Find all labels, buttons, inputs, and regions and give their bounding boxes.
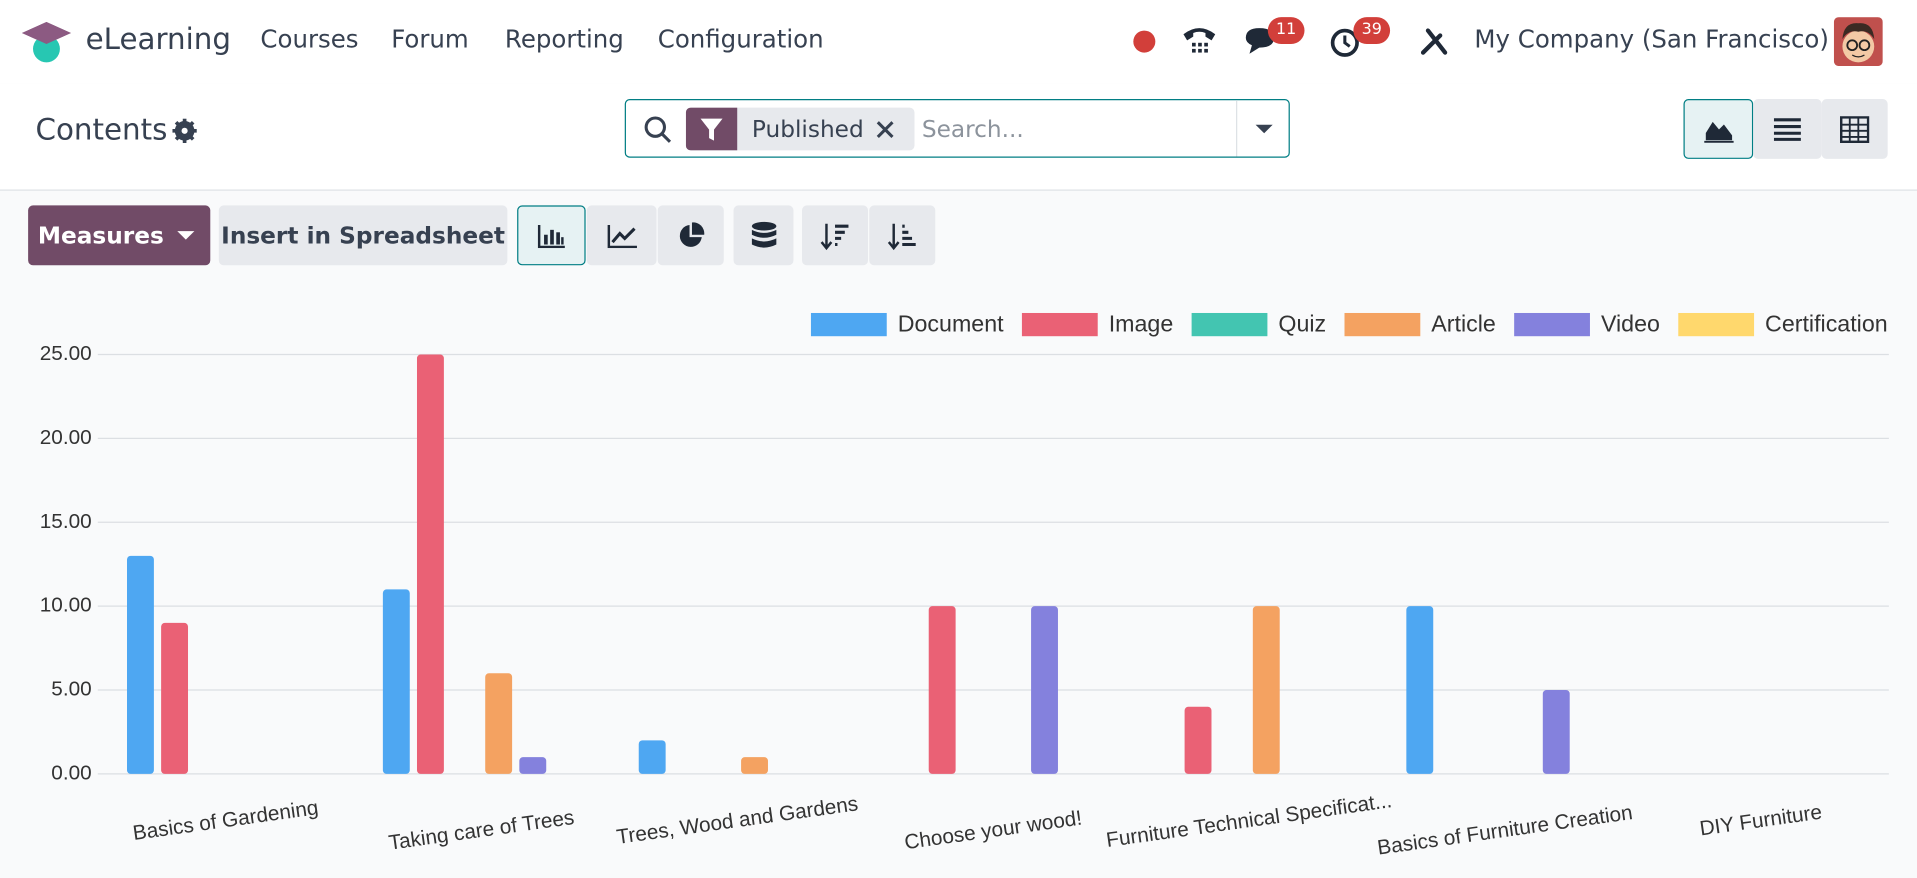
insert-spreadsheet-button[interactable]: Insert in Spreadsheet — [218, 205, 508, 266]
legend-item: Video — [1514, 310, 1660, 336]
navbar: eLearning Courses Forum Reporting Config… — [0, 0, 1917, 84]
bar — [416, 354, 444, 774]
breadcrumb: Contents — [35, 112, 168, 147]
legend-label: Video — [1601, 310, 1660, 336]
menu-item[interactable]: Configuration — [657, 24, 824, 54]
bar — [127, 555, 154, 774]
facet-remove[interactable] — [875, 120, 895, 140]
app-name[interactable]: eLearning — [85, 22, 232, 57]
chat-icon[interactable] — [1242, 26, 1279, 58]
message-badge: 11 — [1267, 17, 1305, 45]
legend-item: Quiz — [1191, 310, 1326, 337]
control-panel: Contents Published Search... — [0, 83, 1917, 191]
line-chart-button[interactable] — [586, 205, 657, 266]
bar-chart-button[interactable] — [517, 205, 586, 266]
recording-dot[interactable] — [1132, 29, 1156, 53]
legend-label: Document — [898, 310, 1004, 336]
legend-swatch — [1021, 312, 1098, 337]
activity-icon[interactable] — [1329, 26, 1363, 60]
y-tick-label: 0.00 — [51, 761, 91, 784]
measures-button[interactable]: Measures — [28, 205, 211, 266]
x-tick-label: Choose your wood! — [903, 807, 1083, 855]
legend-label: Image — [1109, 310, 1174, 336]
bar — [928, 606, 956, 774]
facet-icon — [685, 107, 738, 151]
bar — [638, 740, 666, 774]
measures-label: Measures — [37, 221, 164, 249]
phone-icon[interactable] — [1181, 24, 1218, 58]
y-tick-label: 15.00 — [40, 510, 92, 533]
bar — [1184, 706, 1212, 774]
x-tick-label: Furniture Technical Specificat... — [1105, 789, 1394, 852]
bar — [382, 589, 410, 774]
bar — [485, 673, 513, 774]
activity-badge: 39 — [1353, 17, 1391, 45]
legend-swatch — [1678, 312, 1755, 337]
insert-label: Insert in Spreadsheet — [221, 221, 506, 249]
legend-label: Article — [1431, 310, 1496, 336]
legend-item: Certification — [1678, 310, 1888, 337]
y-tick-label: 10.00 — [40, 594, 92, 617]
pivot-view-button[interactable] — [1821, 99, 1888, 159]
legend-swatch — [810, 312, 887, 337]
legend-swatch — [1191, 312, 1268, 337]
y-tick-label: 20.00 — [40, 426, 92, 449]
bar — [161, 622, 189, 774]
y-tick-label: 5.00 — [51, 678, 91, 701]
facet: Published — [685, 107, 915, 151]
menu-item[interactable]: Courses — [260, 24, 359, 54]
legend-label: Quiz — [1278, 310, 1326, 336]
legend-item: Document — [810, 310, 1004, 337]
facet-value: Published — [751, 116, 864, 144]
legend-swatch — [1344, 312, 1421, 337]
bar — [1031, 606, 1058, 774]
bar — [519, 757, 547, 774]
x-tick-label: Basics of Furniture Creation — [1376, 801, 1634, 860]
list-view-button[interactable] — [1753, 99, 1822, 159]
y-tick-label: 25.00 — [40, 342, 92, 365]
search-toggle[interactable] — [1236, 100, 1291, 157]
legend-label: Certification — [1765, 310, 1888, 336]
legend: Document Image Quiz Article Video Certificati… — [810, 310, 1888, 337]
pie-chart-button[interactable] — [657, 205, 724, 266]
stacked-button[interactable] — [733, 205, 794, 266]
legend-item: Article — [1344, 310, 1496, 337]
legend-swatch — [1514, 312, 1590, 337]
gear-icon[interactable] — [172, 118, 197, 144]
x-tick-label: Basics of Gardening — [131, 796, 319, 845]
bar — [741, 757, 768, 774]
bar — [1252, 606, 1280, 774]
search-bar: Published Search... — [624, 99, 1291, 158]
company-switcher[interactable]: My Company (San Francisco) — [1474, 24, 1829, 54]
graph-view-button[interactable] — [1683, 99, 1754, 159]
x-tick-label: Taking care of Trees — [387, 806, 575, 855]
chart: 0.00 5.00 10.00 15.00 20.00 25.00 Basics of Ga… — [40, 310, 1889, 860]
x-tick-label: DIY Furniture — [1698, 801, 1823, 841]
user-avatar[interactable] — [1833, 17, 1883, 67]
app-logo[interactable] — [22, 20, 73, 64]
menu-item[interactable]: Forum — [391, 24, 469, 54]
menu-item[interactable]: Reporting — [504, 24, 624, 54]
search-icon — [644, 116, 672, 143]
legend-item: Image — [1021, 310, 1174, 337]
bar — [1406, 606, 1434, 774]
sort-asc-button[interactable] — [869, 205, 936, 266]
x-tick-label: Trees, Wood and Gardens — [615, 792, 859, 849]
bar — [1542, 690, 1570, 774]
sort-desc-button[interactable] — [802, 205, 869, 266]
search-input[interactable]: Search... — [921, 116, 1024, 144]
debug-icon[interactable] — [1418, 26, 1450, 58]
